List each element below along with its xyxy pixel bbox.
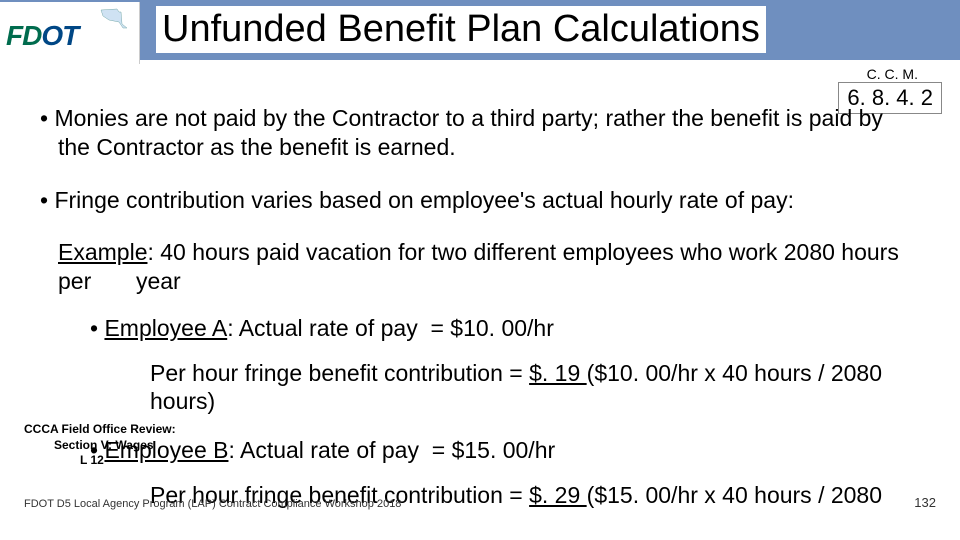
footer-review-block: CCCA Field Office Review: Section V: Wag… xyxy=(24,422,176,469)
bullet-fringe: Fringe contribution varies based on empl… xyxy=(40,186,920,215)
example-line: Example: 40 hours paid vacation for two … xyxy=(58,238,920,296)
footer-workshop: FDOT D5 Local Agency Program (LAP) Contr… xyxy=(24,498,401,510)
bullet-monies: Monies are not paid by the Contractor to… xyxy=(40,104,920,162)
florida-icon xyxy=(99,6,135,30)
slide: FDOT Unfunded Benefit Plan Calculations … xyxy=(0,0,960,540)
employee-a-calc-pre: Per hour fringe benefit contribution = xyxy=(150,360,529,386)
employee-b-line: Employee B: Actual rate of pay = $15. 00… xyxy=(90,436,920,465)
logo-text: FDOT xyxy=(6,20,78,52)
employee-a-line: Employee A: Actual rate of pay = $10. 00… xyxy=(90,314,920,343)
employee-a-rate: : Actual rate of pay = $10. 00/hr xyxy=(227,315,554,341)
fdot-logo: FDOT xyxy=(0,2,140,64)
example-label: Example xyxy=(58,239,147,265)
logo-text-blue: OT xyxy=(41,20,78,51)
ccm-label: C. C. M. xyxy=(867,66,918,82)
employee-a-calc-val: $. 19 xyxy=(529,360,587,386)
slide-title: Unfunded Benefit Plan Calculations xyxy=(156,6,766,53)
employee-b-calc-val: $. 29 xyxy=(529,482,587,508)
page-number: 132 xyxy=(914,495,936,510)
employee-a-label: Employee A xyxy=(104,315,227,341)
employee-b-calc-post: ($15. 00/hr x 40 hours / 2080 xyxy=(587,482,882,508)
footer-review-line2: Section V: Wages xyxy=(54,438,176,454)
footer-review-line1: CCCA Field Office Review: xyxy=(24,422,176,438)
employee-a-calc: Per hour fringe benefit contribution = $… xyxy=(150,359,920,417)
example-text: : 40 hours paid vacation for two differe… xyxy=(58,239,899,294)
footer-review-line3: L 12 xyxy=(80,453,176,469)
logo-text-green: FD xyxy=(6,20,41,51)
employee-b-rate: : Actual rate of pay = $15. 00/hr xyxy=(228,437,555,463)
